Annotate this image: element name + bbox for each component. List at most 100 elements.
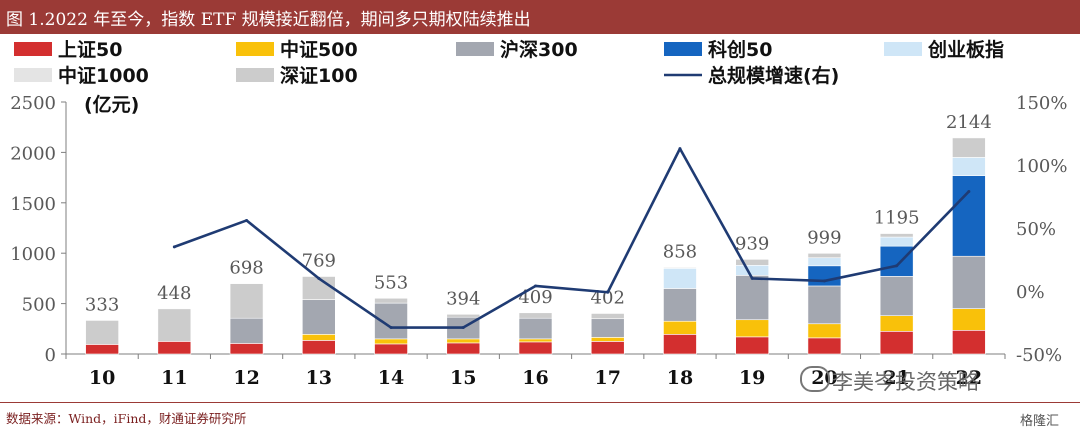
bar-segment-上证50 [229,343,264,355]
bar-segment-沪深300 [229,317,264,344]
footer-divider [0,402,1080,403]
bar-segment-创业板指 [952,157,986,176]
y-tick-label: 2500 [10,93,56,114]
growth-point [967,189,971,193]
bar-segment-深证100 [85,320,119,345]
bar-segment-深证100 [157,308,192,342]
legend-label-科创50: 科创50 [708,38,772,61]
legend-swatch-科创50 [664,42,702,56]
x-tick-label: 21 [883,367,909,389]
data-label-total: 999 [807,227,841,248]
legend-swatch-创业板指 [884,42,922,56]
bar-segment-中证500 [663,320,697,335]
bar-segment-中证500 [518,338,553,343]
bar-segment-中证500 [590,337,625,342]
legend-label-深证100: 深证100 [280,64,358,87]
bar-segment-深证100 [735,259,769,266]
data-label-total: 409 [518,287,552,308]
legend-swatch-深证100 [236,68,274,82]
bar-segment-沪深300 [590,318,625,338]
y2-tick-label: 50% [1016,219,1056,240]
bar-segment-科创50 [807,265,842,287]
growth-point [461,326,465,330]
x-tick-label: 17 [595,367,621,389]
bar-segment-上证50 [302,340,336,355]
bar-segment-深证100 [446,313,481,318]
x-tick-label: 20 [811,367,837,389]
bar-segment-中证500 [302,334,336,341]
data-label-total: 1195 [874,208,920,229]
bar-segment-中证500 [735,319,769,338]
growth-point [534,284,537,288]
y2-tick-label: 100% [1016,156,1067,177]
x-tick-label: 16 [522,367,548,389]
x-tick-label: 18 [667,367,693,389]
bar-segment-沪深300 [735,275,769,321]
legend-label-创业板指: 创业板指 [927,38,1004,61]
watermark-wechat: 李美岑投资策略 [832,370,979,394]
bar-segment-上证50 [735,336,769,355]
bar-segment-沪深300 [807,285,842,325]
bar-segment-上证50 [85,344,119,355]
data-label-total: 394 [446,288,480,309]
growth-point [245,218,249,222]
legend-label-总规模增速(右): 总规模增速(右) [708,64,839,87]
x-tick-label: 12 [233,367,259,389]
bar-segment-上证50 [446,342,481,355]
bar-segment-深证100 [952,137,986,158]
bar-segment-上证50 [157,341,192,355]
data-label-total: 858 [663,242,697,263]
bar-segment-上证50 [518,341,553,355]
y-tick-label: 2000 [10,143,56,164]
bar-segment-深证100 [590,313,625,320]
source-note: 数据来源：Wind，iFind，财通证券研究所 [6,411,247,426]
bar-segment-创业板指 [663,268,697,289]
legend-swatch-中证500 [236,42,274,56]
legend-swatch-中证1000 [14,68,52,82]
bar-segment-上证50 [663,334,697,355]
y2-tick-label: 0% [1016,282,1045,303]
legend-label-沪深300: 沪深300 [500,38,578,61]
growth-point [317,276,321,280]
x-tick-label: 22 [956,367,982,389]
growth-point [822,279,826,283]
growth-point [895,264,899,268]
bar-segment-科创50 [952,175,986,257]
bar-segment-上证50 [952,330,986,355]
growth-point [750,276,754,280]
y-tick-label: 1500 [10,194,56,215]
legend-label-中证500: 中证500 [280,38,358,61]
bar-segment-深证100 [302,276,336,300]
bar-segment-深证100 [229,283,264,319]
bar-segment-深证100 [374,297,408,304]
y2-tick-label: 150% [1016,93,1067,114]
bar-segment-中证500 [807,323,842,339]
data-label-total: 448 [157,283,191,304]
y-axis-label: (亿元) [84,93,139,116]
bar-segment-创业板指 [807,257,842,267]
chart-title: 图 1.2022 年至今，指数 ETF 规模接近翻倍，期间多只期权陆续推出 [6,10,531,30]
bar-segment-中证500 [374,338,408,345]
bar-segment-深证100 [663,267,697,269]
legend-label-中证1000: 中证1000 [58,64,149,87]
bar-segment-深证100 [807,253,842,259]
bar-segment-上证50 [879,331,914,355]
y-tick-label: 0 [45,345,56,366]
bar-segment-中证500 [952,308,986,331]
bar-segment-沪深300 [879,276,914,316]
bar-segment-沪深300 [952,255,986,309]
watermark-site: 格隆汇 [1020,414,1060,429]
data-label-total: 698 [229,258,263,279]
data-label-total: 939 [735,233,769,254]
legend-swatch-沪深300 [456,42,494,56]
y2-tick-label: -50% [1016,345,1062,366]
x-tick-label: 10 [89,367,115,389]
bar-segment-上证50 [807,337,842,355]
title-bar: 图 1.2022 年至今，指数 ETF 规模接近翻倍，期间多只期权陆续推出 [0,0,1080,34]
growth-point [606,290,610,294]
y-tick-label: 500 [22,295,56,316]
wechat-icon [800,366,830,392]
x-tick-label: 13 [306,367,332,389]
bar-segment-中证500 [446,338,481,344]
x-tick-label: 19 [739,367,765,389]
